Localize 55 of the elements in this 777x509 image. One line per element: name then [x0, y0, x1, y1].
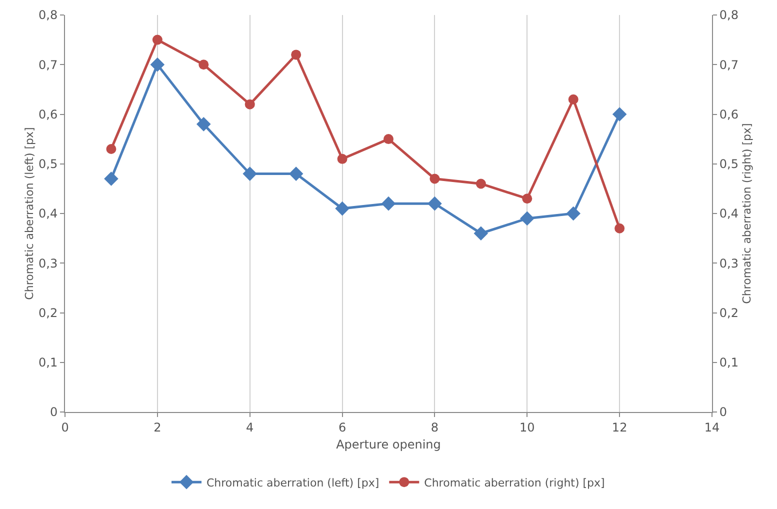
x-axis-title: Aperture opening [336, 437, 441, 452]
y-axis-title: Chromatic aberration (left) [px] [23, 127, 36, 300]
x-tick-label: 12 [612, 420, 628, 434]
y2-tick-label: 0,8 [719, 8, 738, 22]
y2-tick-label: 0,1 [719, 356, 738, 370]
x-tick-label: 0 [61, 420, 69, 434]
y-tick-label: 0,5 [38, 157, 58, 172]
point [476, 178, 486, 189]
y-tick-label: 0,6 [38, 107, 58, 122]
x-tick-label: 6 [338, 420, 346, 434]
x-tick-label: 2 [154, 420, 162, 434]
point [520, 211, 534, 226]
y-tick-label: 0,2 [38, 306, 58, 320]
y2-axis-title: Chromatic aberration (right) [px] [740, 123, 754, 304]
y-tick-label: 0,3 [38, 256, 58, 270]
y-tick-label: 0,4 [38, 206, 58, 221]
point [430, 174, 440, 184]
legend-label: Chromatic aberration (left) [px] [206, 476, 380, 490]
point [152, 34, 162, 45]
point [381, 196, 396, 211]
point [612, 107, 627, 122]
point [428, 196, 442, 211]
y2-tick-label: 0,2 [719, 306, 738, 320]
point [337, 154, 348, 164]
y2-tick-label: 0,4 [719, 206, 738, 221]
point [566, 206, 581, 221]
y2-tick-label: 0,5 [719, 157, 738, 172]
point [288, 166, 304, 181]
x-tick-label: 10 [520, 420, 535, 434]
point [474, 226, 488, 240]
point [242, 166, 258, 181]
x-tick-label: 14 [704, 420, 720, 434]
point [104, 172, 118, 186]
legend-label: Chromatic aberration (right) [px] [424, 476, 605, 490]
point [196, 117, 211, 132]
point [244, 99, 255, 110]
point [291, 50, 302, 60]
x-tick-label: 4 [246, 420, 254, 434]
y-tick-label: 0,8 [38, 8, 58, 22]
y2-tick-label: 0,3 [719, 256, 738, 270]
y-tick-label: 0,1 [38, 356, 58, 370]
point [150, 57, 165, 72]
point [384, 134, 394, 144]
point [614, 223, 625, 234]
point [106, 144, 116, 154]
point [568, 94, 578, 104]
y2-tick-label: 0,6 [719, 107, 738, 122]
point [198, 60, 209, 70]
point [335, 201, 350, 216]
y2-tick-label: 0,7 [719, 58, 738, 72]
y-tick-label: 0 [50, 405, 58, 420]
x-tick-label: 8 [430, 420, 439, 434]
y2-tick-label: 0 [719, 405, 728, 420]
y-tick-label: 0,7 [38, 58, 58, 72]
point [522, 194, 532, 204]
